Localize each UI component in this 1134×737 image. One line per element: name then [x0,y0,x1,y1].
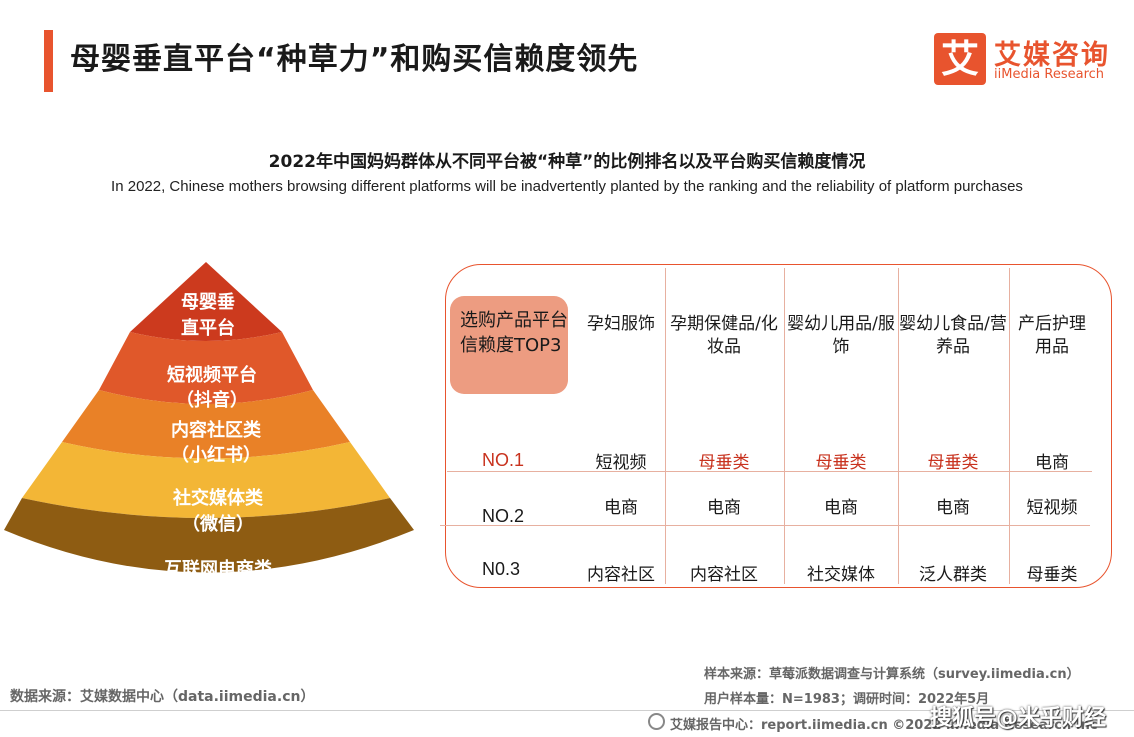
pyramid-level-4-line2: （微信） [182,513,254,535]
table-cell: 内容社区 [587,565,655,585]
footer-divider [0,710,1134,711]
pyramid-level-3-line2: （小红书） [171,444,261,466]
chart-title-cn: 2022年中国妈妈群体从不同平台被“种草”的比例排名以及平台购买信赖度情况 [268,152,866,172]
table-cell: 电商 [936,498,970,518]
sample-source: 样本来源：草莓派数据调查与计算系统（survey.iimedia.cn） [704,667,1080,682]
watermark: 搜狐号@米乎财经 [930,706,1107,731]
table-cell: 电商 [707,498,741,518]
pyramid-level-5-line1: 互联网电商类 [164,558,273,580]
table-cell: 母垂类 [698,453,750,473]
pyramid-level-5 [4,498,414,573]
pyramid-level-4-line1: 社交媒体类 [173,487,264,509]
column-divider [898,268,899,584]
rank-label-3: N0.3 [482,559,521,579]
column-divider [665,268,666,584]
table-cell: 短视频 [595,453,647,473]
brand-logo: 艾 艾媒咨询 iiMedia Research [934,33,1114,85]
column-header: 产后护理用品 [1018,314,1086,357]
table-cell: 社交媒体 [807,565,875,585]
row-divider [440,525,1090,526]
report-center-text: 艾媒报告中心：report.iimedia.cn ©2022 iiMedia R… [670,718,1098,733]
pyramid-level-1 [130,262,282,341]
trust-table-frame [445,264,1112,588]
table-cell: 内容社区 [690,565,758,585]
pyramid-level-1-line2: 直平台 [181,317,235,339]
table-cell: 电商 [1035,453,1069,473]
column-header: 孕期保健品/化妆品 [670,314,778,357]
table-cell: 母垂类 [1026,565,1078,585]
pyramid-level-1-line1: 母婴垂 [181,292,235,313]
pyramid-level-3 [62,390,350,459]
table-cell: 电商 [604,498,638,518]
logo-text-en: iiMedia Research [994,67,1105,82]
title-accent-bar [44,30,53,92]
column-header: 婴幼儿食品/营养品 [899,314,1007,357]
column-header: 孕妇服饰 [587,314,655,334]
logo-text-cn: 艾媒咨询 [994,40,1110,71]
table-cell: 泛人群类 [919,565,987,585]
table-cell: 短视频 [1026,498,1078,518]
chart-title-en: In 2022, Chinese mothers browsing differ… [111,178,1023,195]
data-source: 数据来源：艾媒数据中心（data.iimedia.cn） [10,689,315,705]
platform-pyramid: 母婴垂 直平台 短视频平台 （抖音） 内容社区类 （小红书） 社交媒体类 （微信… [4,262,414,580]
globe-icon [648,713,665,730]
row-divider [447,471,1092,472]
rank-label-2: NO.2 [482,506,525,526]
column-divider [1009,268,1010,584]
logo-mark-icon: 艾 [934,33,986,85]
pyramid-level-4 [22,442,390,518]
pyramid-level-3-line1: 内容社区类 [171,419,262,441]
table-cell: 母垂类 [927,453,979,473]
pyramid-level-2 [99,332,313,404]
column-divider [784,268,785,584]
sample-size: 用户样本量：N=1983；调研时间：2022年5月 [704,692,990,707]
pyramid-level-2-line1: 短视频平台 [167,364,257,386]
table-corner-header: 选购产品平台信赖度TOP3 [450,296,568,394]
page-title: 母婴垂直平台“种草力”和购买信赖度领先 [70,42,639,77]
table-cell: 母垂类 [815,453,867,473]
column-header: 婴幼儿用品/服饰 [787,314,895,357]
rank-label-1: NO.1 [482,450,525,470]
pyramid-level-2-line2: （抖音） [176,389,248,411]
table-cell: 电商 [824,498,858,518]
